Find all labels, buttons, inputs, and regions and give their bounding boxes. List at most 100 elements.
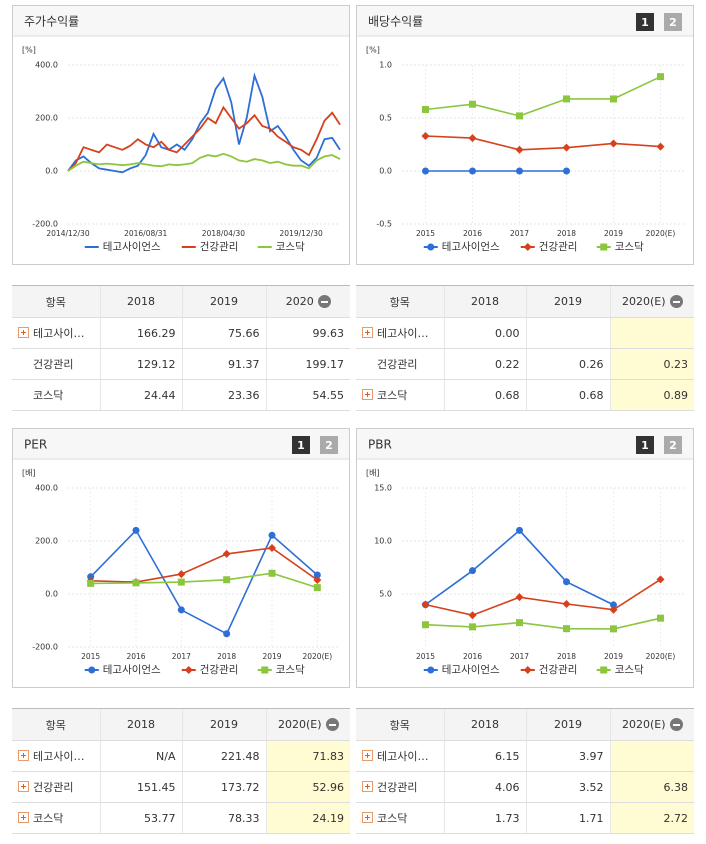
name-cell: 건강관리 xyxy=(356,348,444,380)
cell-value: 24.44 xyxy=(144,388,176,402)
name-cell: 코스닥 xyxy=(12,802,100,834)
marker xyxy=(563,95,570,103)
value-cell: 166.29 xyxy=(99,317,182,349)
header-cell: 2019 xyxy=(181,285,266,318)
cell-value: 0.89 xyxy=(663,388,689,402)
expand-icon[interactable] xyxy=(362,781,373,792)
x-tick-label: 2019/12/30 xyxy=(280,229,323,238)
expand-icon[interactable] xyxy=(18,327,29,338)
page-button-label: 1 xyxy=(641,16,649,29)
collapse-button[interactable] xyxy=(317,295,331,308)
marker xyxy=(516,112,523,120)
value-cell: 0.68 xyxy=(443,379,526,411)
data-row: 테고사이… 0.00 xyxy=(356,317,694,349)
cell-value: 0.26 xyxy=(579,357,604,371)
header-cell: 2020(E) xyxy=(265,708,350,741)
value-cell: 199.17 xyxy=(265,348,350,380)
header-text: 2019 xyxy=(554,295,582,308)
expand-icon[interactable] xyxy=(18,781,29,792)
data-table: 항목 2018 2019 2020(E) 테고사이… 0.00 건강관리 0.22 0.26 0.… xyxy=(356,285,694,411)
expand-icon[interactable] xyxy=(362,389,373,400)
value-cell: 78.33 xyxy=(181,802,266,834)
marker xyxy=(562,599,571,608)
page-button[interactable] xyxy=(292,436,310,454)
marker xyxy=(223,576,231,584)
marker xyxy=(421,132,430,141)
legend-label: 건강관리 xyxy=(539,241,578,253)
row-name: 테고사이… xyxy=(33,750,85,763)
marker xyxy=(610,601,617,609)
series-line xyxy=(67,152,341,172)
unit-label: [%] xyxy=(22,46,36,55)
cell-value: 24.19 xyxy=(312,811,345,825)
value-cell: 99.63 xyxy=(265,317,350,349)
x-tick-label: 2016 xyxy=(463,229,482,238)
expand-icon[interactable] xyxy=(18,750,29,761)
row-name: 코스닥 xyxy=(377,812,408,825)
page-button[interactable] xyxy=(664,13,682,31)
collapse-button[interactable] xyxy=(669,718,683,731)
data-row: 건강관리 0.22 0.26 0.23 xyxy=(356,348,694,380)
name-cell: 건강관리 xyxy=(12,771,100,803)
value-cell: 54.55 xyxy=(265,379,350,411)
expand-icon[interactable] xyxy=(362,327,373,338)
cell-value: 0.68 xyxy=(579,388,604,402)
marker xyxy=(516,619,523,627)
header-text: 2020(E) xyxy=(621,295,666,308)
cell-value: 166.29 xyxy=(137,326,176,340)
y-tick-label: -0.5 xyxy=(376,220,392,229)
expand-icon[interactable] xyxy=(18,812,29,823)
marker xyxy=(469,167,476,175)
marker xyxy=(515,145,524,154)
y-tick-label: 200.0 xyxy=(35,537,58,546)
data-row: 건강관리 151.45 173.72 52.96 xyxy=(12,771,350,803)
collapse-button[interactable] xyxy=(325,718,339,731)
chart-title: PER xyxy=(24,438,47,452)
cell-value: 0.23 xyxy=(663,357,689,371)
cell-value: 4.06 xyxy=(495,780,520,794)
value-cell: 71.83 xyxy=(265,740,350,772)
marker xyxy=(313,584,321,592)
marker xyxy=(523,243,532,251)
marker xyxy=(609,139,618,148)
marker xyxy=(268,569,276,577)
expand-icon[interactable] xyxy=(362,750,373,761)
cell-value: 6.15 xyxy=(495,749,520,763)
header-text: 항목 xyxy=(45,718,66,732)
y-tick-label: 0.5 xyxy=(379,114,392,123)
expand-icon[interactable] xyxy=(362,812,373,823)
marker xyxy=(132,526,140,534)
x-tick-label: 2018 xyxy=(557,229,576,238)
y-tick-label: 0.0 xyxy=(379,167,392,176)
panel-border xyxy=(12,5,350,265)
page-button[interactable] xyxy=(320,436,338,454)
page-button[interactable] xyxy=(636,436,654,454)
value-cell: 151.45 xyxy=(99,771,182,803)
collapse-button[interactable] xyxy=(669,295,683,308)
cell-value: 54.55 xyxy=(312,388,345,402)
value-cell: 53.77 xyxy=(99,802,182,834)
value-cell: 23.36 xyxy=(181,379,266,411)
header-text: 2020(E) xyxy=(621,718,666,731)
cell-value: 3.97 xyxy=(579,749,604,763)
page-button[interactable] xyxy=(664,436,682,454)
page-button[interactable] xyxy=(636,13,654,31)
cell-value: N/A xyxy=(156,749,176,763)
y-tick-label: -200.0 xyxy=(32,220,58,229)
row-name: 코스닥 xyxy=(33,389,64,402)
value-cell: 173.72 xyxy=(181,771,266,803)
x-tick-label: 2020(E) xyxy=(646,652,676,661)
header-cell: 항목 xyxy=(12,285,100,318)
marker xyxy=(563,625,570,633)
header-cell: 2020(E) xyxy=(609,708,694,741)
value-cell: 75.66 xyxy=(181,317,266,349)
name-cell: 테고사이… xyxy=(356,317,444,349)
legend-label: 건강관리 xyxy=(200,664,239,676)
value-cell: 3.97 xyxy=(525,740,610,772)
unit-label: [배] xyxy=(22,469,36,478)
chart-panel: PBR 1 2 [배] 15.0 10.0 5.0 2015 2016 2017 2018 2019 2… xyxy=(356,428,694,688)
data-table: 항목 2018 2019 2020(E) 테고사이… N/A 221.48 71.83 건강관리… xyxy=(12,708,350,834)
cell-value: 52.96 xyxy=(312,780,345,794)
series-line xyxy=(425,135,661,151)
